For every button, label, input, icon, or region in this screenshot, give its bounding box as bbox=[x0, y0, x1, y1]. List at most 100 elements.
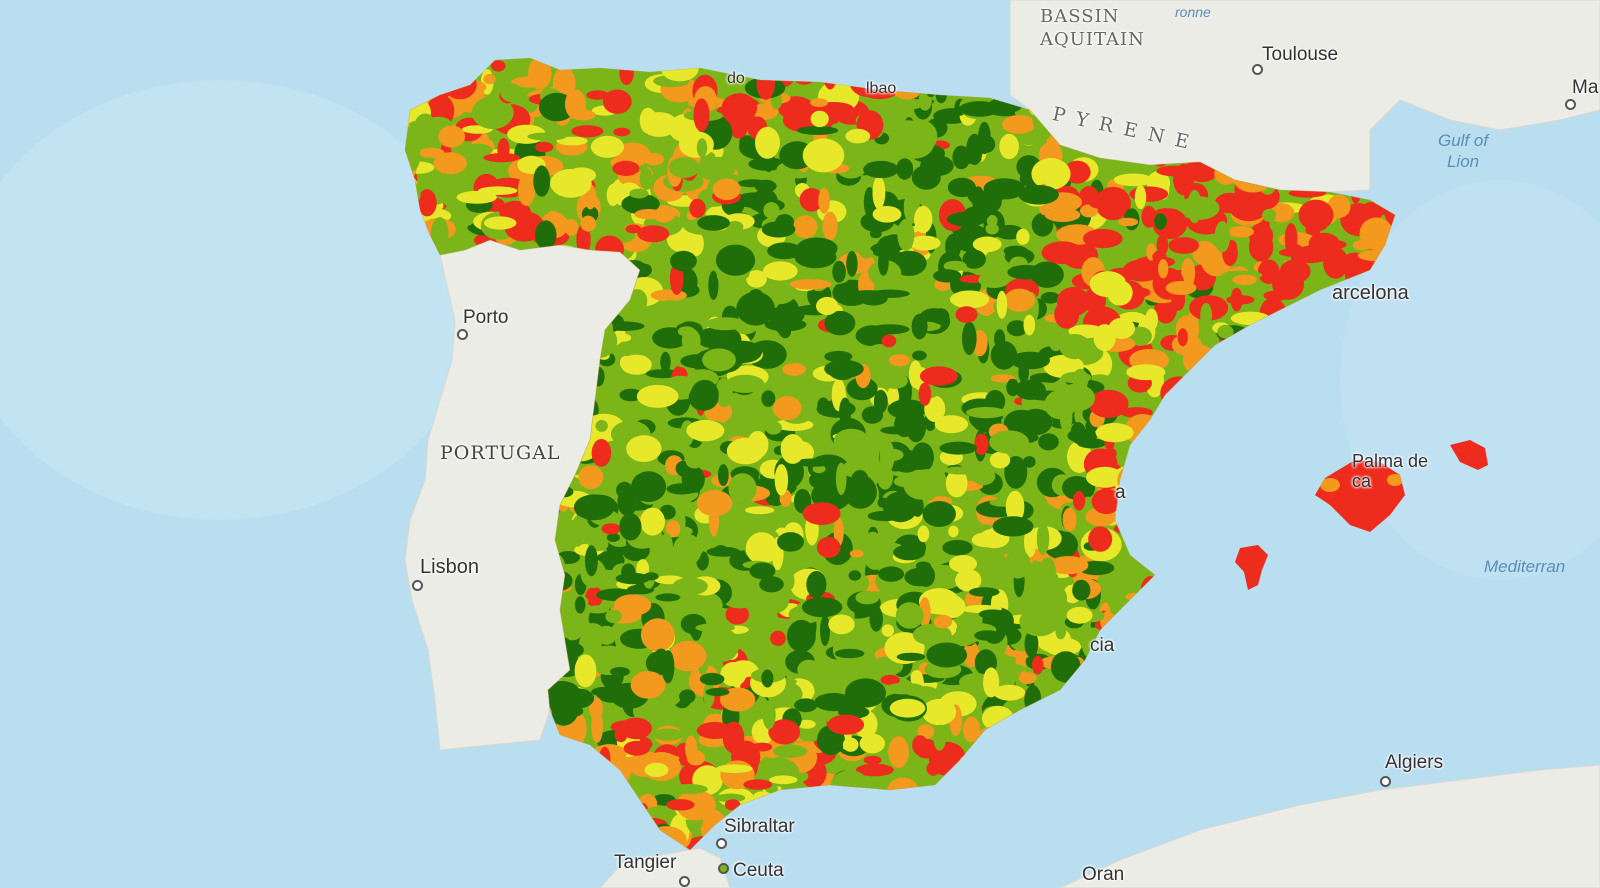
municipality-cell bbox=[699, 672, 725, 686]
city-marker-gibraltar[interactable] bbox=[716, 838, 727, 849]
balearic-cell bbox=[1387, 474, 1403, 486]
municipality-cell bbox=[640, 507, 665, 536]
municipality-cell bbox=[1010, 351, 1050, 370]
municipality-cell bbox=[939, 441, 977, 455]
city-marker-tangier[interactable] bbox=[679, 876, 690, 887]
municipality-cell bbox=[504, 211, 545, 242]
municipality-cell bbox=[613, 127, 631, 137]
municipality-cell bbox=[697, 215, 730, 231]
municipality-cell bbox=[689, 198, 706, 218]
municipality-cell bbox=[971, 532, 999, 548]
city-marker-ceuta[interactable] bbox=[718, 863, 729, 874]
municipality-cell bbox=[619, 717, 652, 740]
municipality-cell bbox=[1040, 292, 1061, 304]
municipality-cell bbox=[799, 188, 824, 212]
municipality-cell bbox=[762, 700, 776, 730]
municipality-cell bbox=[917, 724, 935, 739]
municipality-cell bbox=[601, 523, 621, 535]
city-marker-porto[interactable] bbox=[457, 329, 468, 340]
label-oran: Oran bbox=[1082, 864, 1125, 885]
municipality-cell bbox=[559, 613, 585, 641]
label-ceuta: Ceuta bbox=[733, 860, 784, 881]
municipality-cell bbox=[933, 724, 946, 751]
municipality-cell bbox=[747, 431, 769, 459]
municipality-cell bbox=[884, 98, 925, 110]
municipality-cell bbox=[643, 572, 659, 581]
label-ma: Ma bbox=[1572, 77, 1599, 98]
municipality-cell bbox=[1298, 199, 1334, 231]
municipality-cell bbox=[810, 110, 829, 128]
municipality-cell bbox=[933, 614, 953, 629]
municipality-cell bbox=[1005, 490, 1025, 524]
municipality-cell bbox=[859, 733, 885, 754]
city-marker-lisbon[interactable] bbox=[412, 580, 423, 591]
municipality-cell bbox=[877, 464, 894, 490]
label-tangier: Tangier bbox=[614, 852, 677, 873]
municipality-cell bbox=[1041, 241, 1083, 265]
municipality-cell bbox=[1086, 466, 1124, 488]
municipality-cell bbox=[471, 96, 514, 130]
municipality-cell bbox=[999, 133, 1019, 160]
municipality-cell bbox=[679, 689, 696, 704]
municipality-cell bbox=[903, 469, 939, 500]
municipality-cell bbox=[660, 533, 673, 561]
municipality-cell bbox=[801, 597, 843, 618]
city-marker-ma[interactable] bbox=[1565, 99, 1576, 110]
municipality-cell bbox=[1088, 526, 1113, 552]
municipality-cell bbox=[989, 430, 1029, 454]
municipality-cell bbox=[1278, 248, 1308, 257]
municipality-cell bbox=[884, 682, 925, 695]
municipality-cell bbox=[859, 248, 874, 259]
municipality-cell bbox=[978, 271, 1010, 288]
municipality-cell bbox=[880, 674, 900, 686]
city-marker-algiers[interactable] bbox=[1380, 776, 1391, 787]
city-marker-toulouse[interactable] bbox=[1252, 64, 1263, 75]
municipality-cell bbox=[483, 73, 496, 85]
municipality-cell bbox=[806, 571, 827, 598]
municipality-cell bbox=[1072, 491, 1086, 511]
municipality-cell bbox=[696, 138, 708, 158]
municipality-cell bbox=[986, 215, 998, 227]
municipality-cell bbox=[605, 609, 622, 624]
municipality-cell bbox=[1007, 264, 1046, 280]
municipality-cell bbox=[576, 224, 591, 256]
label-portugal: PORTUGAL bbox=[440, 442, 561, 464]
municipality-cell bbox=[828, 614, 855, 635]
municipality-cell bbox=[1088, 389, 1129, 418]
municipality-cell bbox=[751, 216, 763, 228]
municipality-cell bbox=[824, 310, 856, 336]
municipality-cell bbox=[845, 128, 871, 144]
municipality-cell bbox=[872, 206, 902, 223]
municipality-cell bbox=[550, 168, 592, 198]
municipality-cell bbox=[666, 799, 695, 811]
municipality-cell bbox=[772, 396, 802, 421]
municipality-cell bbox=[619, 355, 632, 370]
municipality-cell bbox=[897, 218, 915, 251]
municipality-cell bbox=[911, 313, 928, 340]
municipality-cell bbox=[962, 249, 986, 269]
municipality-cell bbox=[908, 360, 923, 389]
municipality-cell bbox=[1156, 234, 1169, 256]
municipality-cell bbox=[1187, 189, 1202, 224]
municipality-cell bbox=[719, 271, 744, 291]
municipality-cell bbox=[767, 242, 802, 260]
municipality-cell bbox=[643, 806, 674, 818]
municipality-cell bbox=[845, 678, 886, 708]
municipality-cell bbox=[1004, 549, 1031, 579]
municipality-cell bbox=[535, 141, 554, 153]
municipality-cell bbox=[905, 410, 927, 443]
municipality-cell bbox=[926, 642, 968, 668]
label-bassin-aquitain: BASSIN AQUITAIN bbox=[1040, 6, 1145, 50]
municipality-cell bbox=[1036, 583, 1068, 613]
municipality-cell bbox=[985, 223, 999, 235]
municipality-cell bbox=[814, 693, 853, 712]
municipality-cell bbox=[946, 211, 987, 227]
municipality-cell bbox=[438, 125, 466, 148]
municipality-cell bbox=[584, 545, 598, 577]
municipality-cell bbox=[721, 93, 758, 123]
municipality-cell bbox=[777, 532, 804, 552]
municipality-cell bbox=[777, 96, 815, 120]
municipality-cell bbox=[1088, 196, 1108, 209]
